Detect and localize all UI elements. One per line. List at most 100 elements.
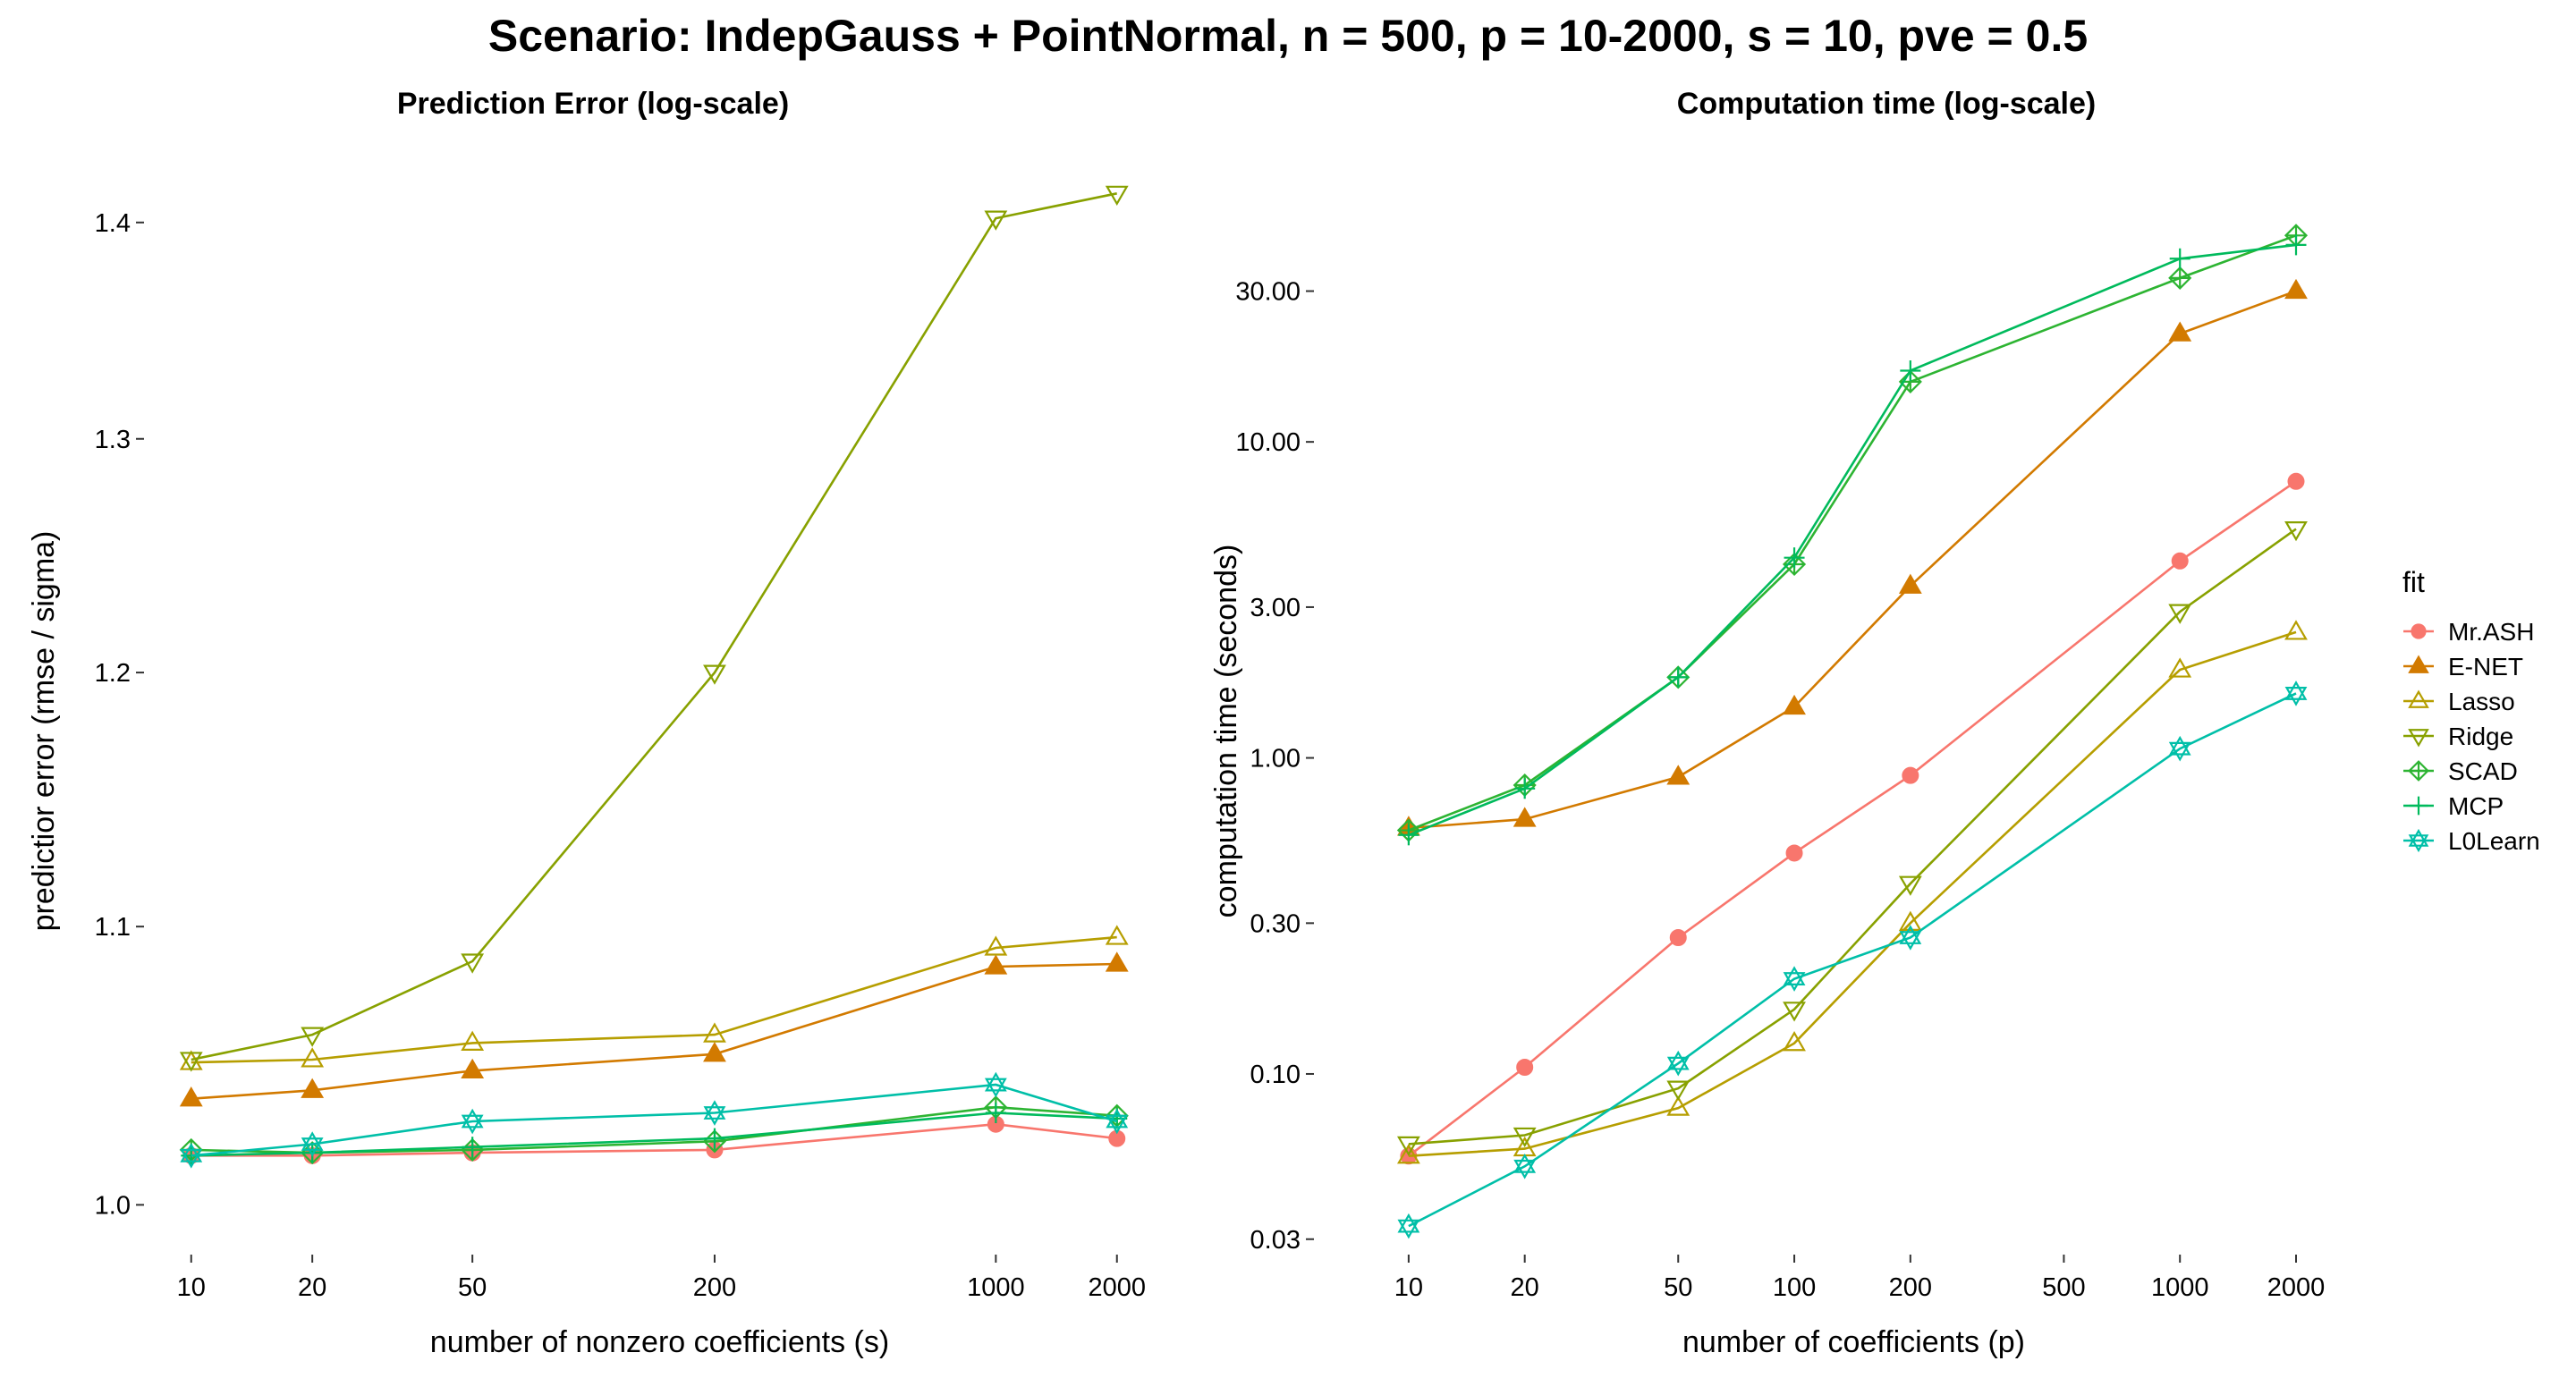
legend-key-marker <box>2408 689 2429 708</box>
data-point <box>1783 1002 1806 1022</box>
series-e-net <box>1396 278 2308 836</box>
series-line <box>1408 528 2297 1146</box>
panel-title: Prediction Error (log-scale) <box>397 87 789 121</box>
data-point <box>1398 824 1419 846</box>
data-point <box>461 1108 484 1135</box>
data-point <box>2284 278 2308 300</box>
data-point <box>1513 1154 1537 1179</box>
series-lasso <box>179 925 1129 1070</box>
data-point <box>984 935 1008 956</box>
series-line <box>191 962 1117 1100</box>
series-line <box>1408 630 2297 1157</box>
data-point <box>2284 681 2308 706</box>
legend-item: Mr.ASH <box>2403 618 2534 646</box>
x-tick-label: 20 <box>1511 1273 1539 1302</box>
y-tick-label: 0.10 <box>1250 1061 1301 1089</box>
y-tick-label: 10.00 <box>1235 428 1301 457</box>
y-tick-label: 0.03 <box>1250 1226 1301 1255</box>
data-point <box>704 1128 725 1149</box>
y-axis-label: computation time (seconds) <box>1209 545 1243 918</box>
data-point <box>1900 360 1921 382</box>
data-point <box>1898 910 1922 931</box>
series-lasso <box>1396 620 2308 1164</box>
data-point <box>461 1030 485 1051</box>
x-tick-label: 20 <box>298 1273 326 1302</box>
legend-item: Ridge <box>2403 723 2513 750</box>
legend-label: Mr.ASH <box>2448 618 2534 646</box>
x-axis-label: number of nonzero coefficients (s) <box>430 1325 889 1359</box>
x-tick-label: 10 <box>1394 1273 1423 1302</box>
data-point <box>1667 666 1689 688</box>
data-point <box>984 954 1008 975</box>
data-point <box>301 1047 325 1068</box>
panel-title: Computation time (log-scale) <box>1677 87 2096 121</box>
legend-label: L0Learn <box>2448 827 2540 855</box>
legend-key-marker <box>2411 623 2427 639</box>
x-tick-label: 200 <box>693 1273 736 1302</box>
chart-title: Scenario: IndepGauss + PointNormal, n = … <box>488 11 2088 61</box>
data-point <box>2287 472 2305 490</box>
data-point <box>1898 573 1922 594</box>
y-tick-label: 30.00 <box>1235 278 1301 307</box>
data-point <box>2168 266 2192 290</box>
series-line <box>191 1112 1117 1157</box>
data-point <box>2285 234 2307 256</box>
data-point <box>1397 1213 1420 1239</box>
series-line <box>1408 480 2297 1157</box>
data-point <box>2168 657 2192 678</box>
legend-key-marker <box>2409 796 2428 816</box>
data-point <box>301 1142 323 1163</box>
data-point <box>1902 766 1919 784</box>
series-e-net <box>179 951 1129 1107</box>
y-tick-label: 1.1 <box>95 913 131 942</box>
data-point <box>2168 604 2192 624</box>
y-tick-label: 1.0 <box>95 1191 131 1220</box>
data-point <box>180 1143 203 1169</box>
data-point <box>985 1103 1006 1124</box>
legend-item: L0Learn <box>2403 827 2540 855</box>
x-tick-label: 1000 <box>967 1273 1025 1302</box>
data-point <box>1783 966 1806 992</box>
legend-label: MCP <box>2448 792 2504 820</box>
data-point <box>1785 844 1803 862</box>
legend: fit Mr.ASH E-NET Lasso Ridge SCAD MCP L0Learn <box>2402 566 2540 855</box>
legend-item: Lasso <box>2403 688 2515 715</box>
series-line <box>1408 234 2297 832</box>
x-tick-label: 500 <box>2042 1273 2085 1302</box>
series-ridge <box>179 185 1129 1072</box>
legend-item: E-NET <box>2403 653 2523 681</box>
data-point <box>2168 735 2191 762</box>
legend-item: MCP <box>2403 792 2504 820</box>
data-point <box>1105 185 1129 206</box>
data-point <box>2169 248 2190 269</box>
x-tick-label: 2000 <box>2267 1273 2326 1302</box>
data-point <box>1898 875 1922 896</box>
data-point <box>1784 547 1805 569</box>
x-tick-label: 200 <box>1889 1273 1932 1302</box>
series-line <box>191 1083 1118 1157</box>
data-point <box>1514 778 1536 799</box>
data-point <box>2284 520 2308 542</box>
data-point <box>301 1027 325 1047</box>
data-point <box>1396 1144 1420 1164</box>
legend-key-marker <box>2408 760 2429 782</box>
x-tick-label: 10 <box>177 1273 206 1302</box>
data-point <box>1106 1108 1129 1135</box>
series-line <box>191 935 1117 1064</box>
data-point <box>179 1052 203 1072</box>
panel-prediction-error: Prediction Error (log-scale) 1.0 1.1 1.2 1.3… <box>27 87 1146 1359</box>
data-point <box>2168 321 2192 342</box>
data-point <box>179 1050 203 1070</box>
series-mcp <box>1398 234 2307 846</box>
y-axis-label: predictior error (rmse / sigma) <box>27 531 61 932</box>
legend-label: Lasso <box>2448 688 2515 715</box>
data-point <box>1666 1050 1690 1077</box>
data-point <box>1669 929 1687 947</box>
series-l0learn <box>1397 681 2308 1239</box>
data-point <box>462 1137 483 1158</box>
data-point <box>1666 1095 1690 1116</box>
series-mr-ash <box>1400 472 2305 1165</box>
data-point <box>2284 620 2308 640</box>
data-point <box>1105 925 1129 945</box>
legend-label: E-NET <box>2448 653 2523 681</box>
